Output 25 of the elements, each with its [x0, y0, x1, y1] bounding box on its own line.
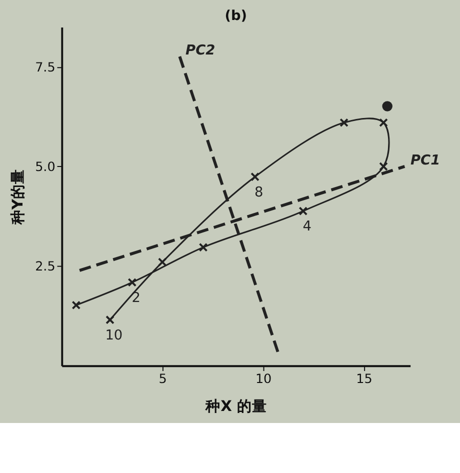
- series-label: PC2: [186, 42, 216, 59]
- point: [158, 258, 167, 267]
- annotation: 10: [105, 327, 123, 344]
- point: [379, 162, 388, 171]
- x-tick-label: 10: [255, 370, 272, 386]
- y-tick-label: 5.0: [35, 158, 56, 174]
- annotation: 8: [254, 184, 264, 200]
- point: [382, 101, 392, 112]
- point: [72, 300, 81, 310]
- x-tick-label: 5: [158, 370, 167, 386]
- point: [250, 172, 260, 182]
- point: [379, 118, 388, 128]
- point: [298, 206, 308, 216]
- y-tick-label: 7.5: [35, 59, 56, 74]
- point: [198, 242, 208, 252]
- y-axis-title: 种Y的量: [9, 169, 26, 226]
- point: [128, 278, 137, 287]
- point: [106, 315, 114, 324]
- x-tick-label: 15: [356, 370, 372, 386]
- annotation: 4: [302, 218, 312, 235]
- point: [340, 118, 348, 128]
- y-tick-label: 2.5: [35, 258, 56, 274]
- x-axis-title: 种X 的量: [204, 398, 268, 416]
- chart-title: (b): [224, 8, 248, 24]
- series-label: PC1: [410, 152, 440, 168]
